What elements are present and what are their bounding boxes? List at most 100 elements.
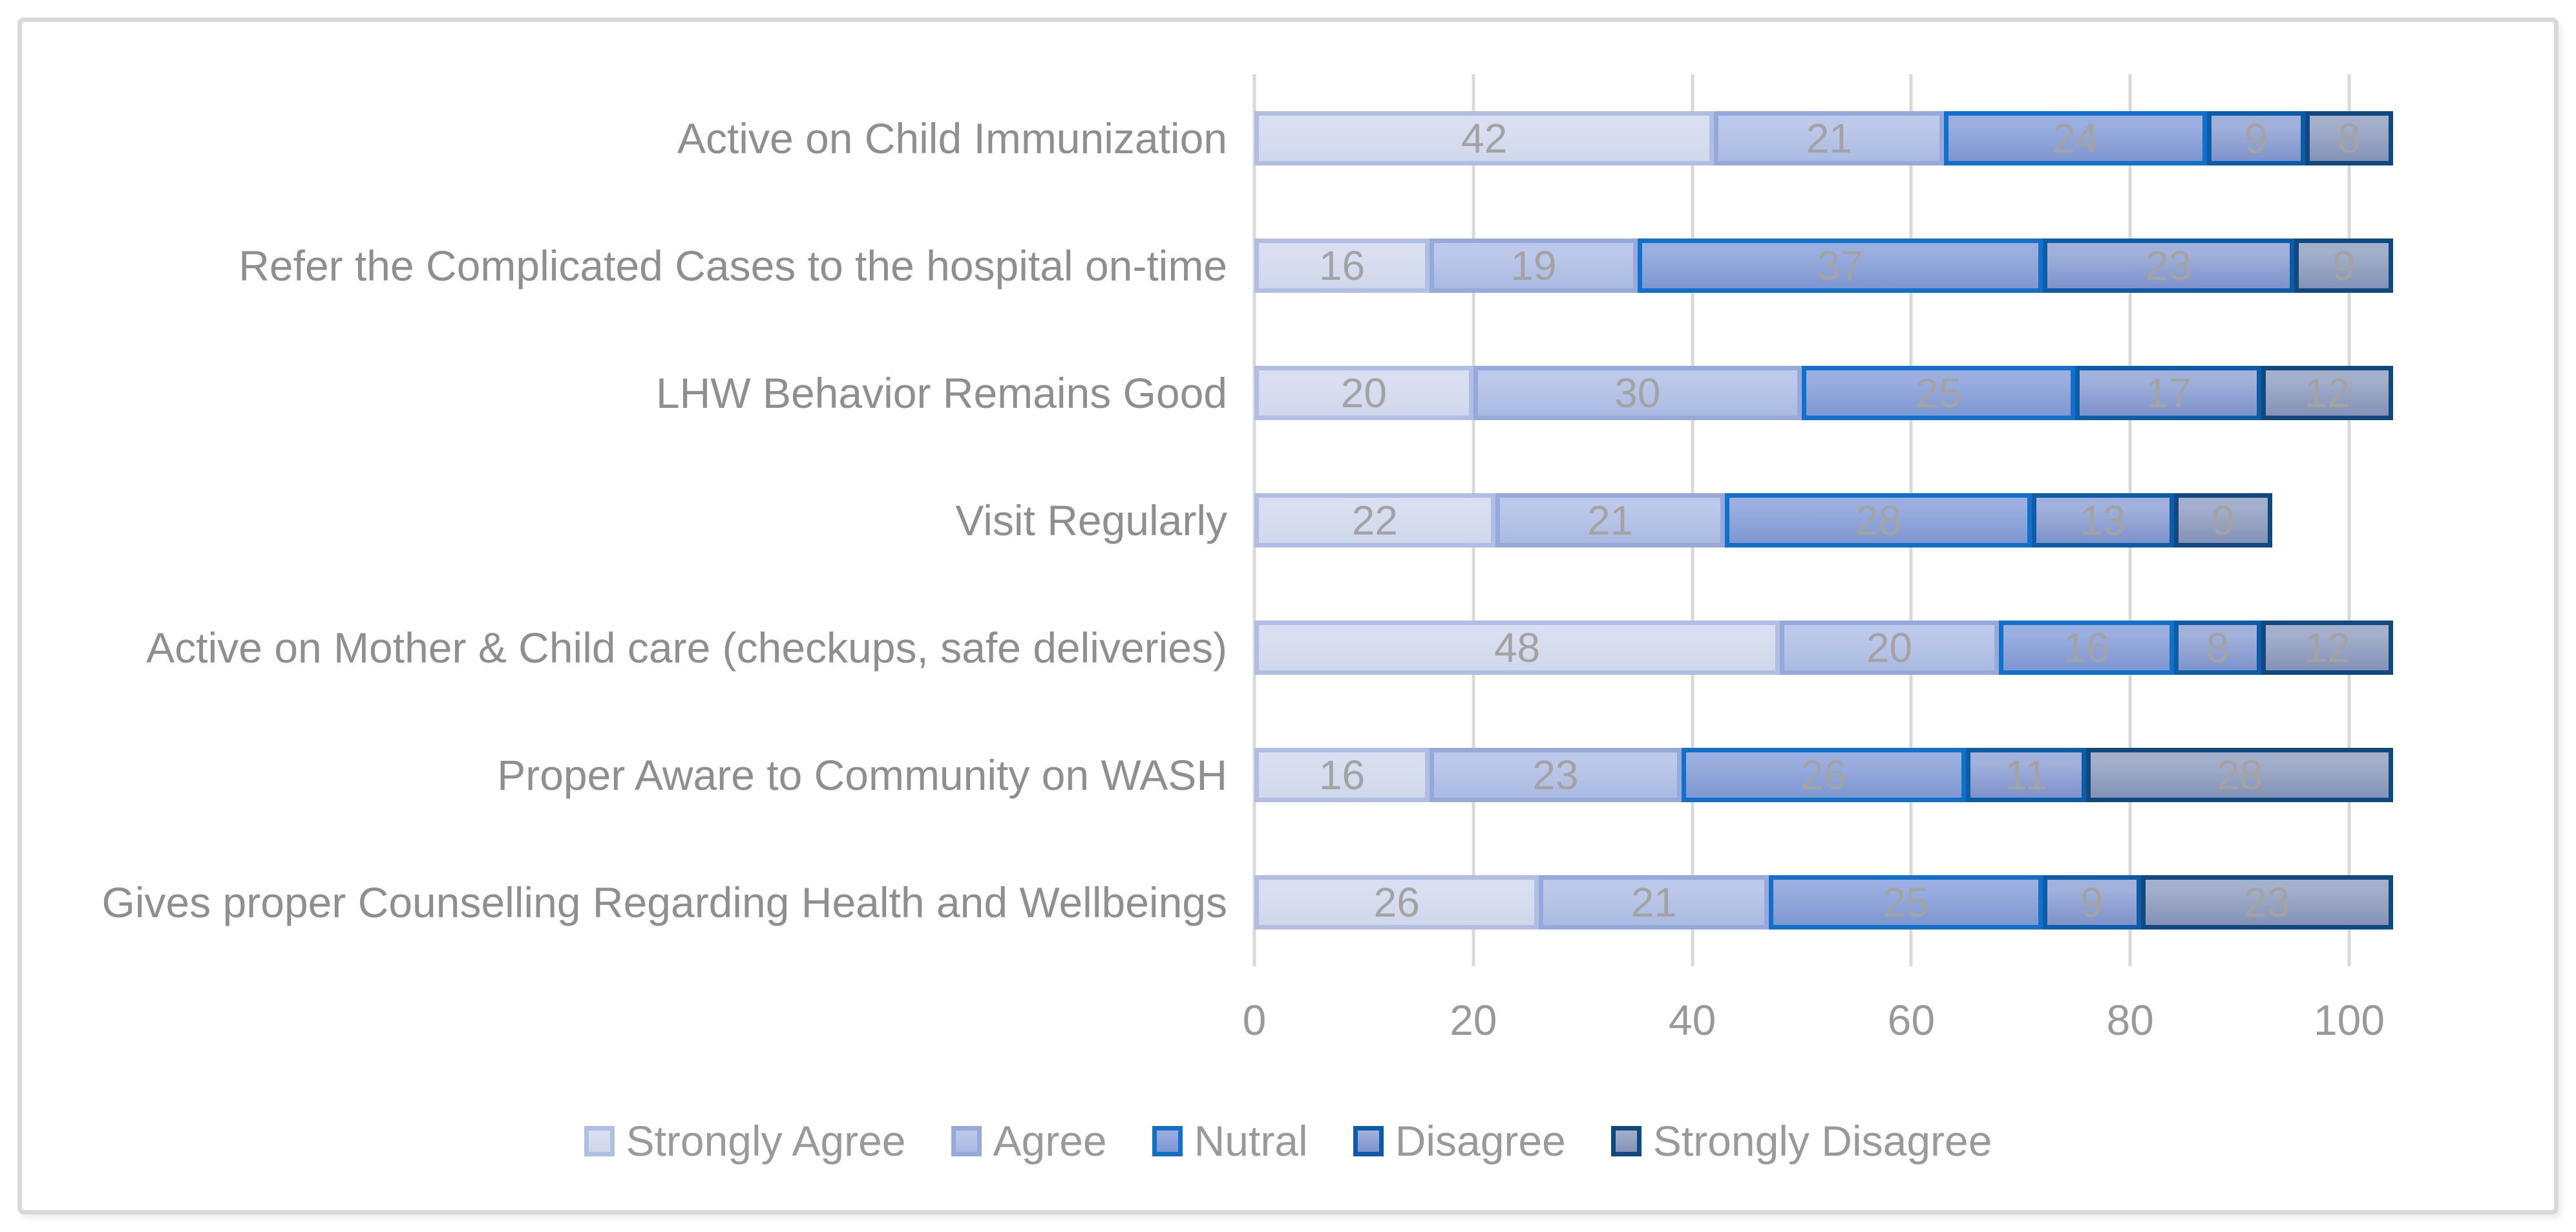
bar-segment: 25 [1769, 875, 2043, 930]
data-label: 16 [1318, 242, 1366, 289]
bar-segment: 23 [2042, 238, 2295, 293]
bar-segment: 13 [2031, 493, 2174, 547]
bar-segment: 11 [1966, 748, 2087, 803]
category-label: Active on Child Immunization [677, 114, 1227, 162]
x-axis-tick-label: 60 [1887, 996, 1936, 1044]
data-label: 11 [2005, 752, 2048, 799]
bar-segment: 42 [1254, 111, 1715, 165]
stacked-bar: 22 21 28 13 9 [1254, 493, 2349, 547]
category-row: Gives proper Counselling Regarding Healt… [102, 839, 2393, 966]
data-label: 9 [2332, 242, 2356, 289]
legend-label: Agree [993, 1117, 1107, 1165]
legend-label: Strongly Agree [626, 1117, 906, 1165]
bar-segment: 20 [1254, 365, 1473, 420]
stacked-bar: 16 19 37 23 9 [1254, 238, 2393, 293]
data-label: 23 [2145, 242, 2192, 289]
stacked-bar: 26 21 25 9 23 [1254, 875, 2393, 930]
x-axis-tick-label: 80 [2106, 996, 2154, 1044]
data-label: 9 [2244, 114, 2268, 162]
x-axis-tick-label: 0 [1242, 996, 1267, 1044]
bar-segment: 28 [1725, 493, 2032, 547]
bar-segment: 12 [2261, 621, 2393, 675]
stacked-bar: 16 23 26 11 28 [1254, 748, 2393, 803]
chart-frame [17, 17, 2559, 1215]
data-label: 19 [1510, 242, 1557, 289]
data-label: 9 [2212, 496, 2235, 544]
bar-segment: 26 [1254, 875, 1539, 930]
category-row: Proper Aware to Community on WASH 16 23 26 1… [497, 712, 2393, 839]
legend-swatch [1152, 1125, 1183, 1156]
gridline [2347, 74, 2351, 966]
legend-swatch [584, 1125, 615, 1156]
stacked-bar: 48 20 16 8 12 [1254, 621, 2393, 675]
data-label: 8 [2206, 624, 2230, 672]
legend-item: Agree [951, 1116, 1107, 1165]
category-label: Refer the Complicated Cases to the hospi… [238, 241, 1227, 290]
data-label: 30 [1614, 369, 1661, 416]
bar-segment: 21 [1539, 875, 1769, 930]
data-label: 20 [1340, 369, 1387, 416]
bar-segment: 8 [2305, 111, 2393, 165]
data-label: 23 [2244, 879, 2290, 926]
data-label: 22 [1351, 496, 1398, 544]
plot-area: Active on Child Immunization 42 21 24 9 8 Refe… [102, 74, 2393, 966]
data-label: 13 [2080, 496, 2126, 544]
legend: Strongly Agree Agree Nutral Disagree Strongl… [0, 1099, 2576, 1183]
category-row: LHW Behavior Remains Good 20 30 25 17 12 [656, 329, 2393, 456]
bar-segment: 30 [1473, 365, 1802, 420]
legend-label: Strongly Disagree [1652, 1117, 1992, 1165]
data-label: 26 [1373, 879, 1420, 926]
x-axis: 0 20 40 60 80 100 [1243, 995, 2385, 1054]
bar-segment: 22 [1254, 493, 1495, 547]
data-label: 21 [1631, 879, 1677, 926]
data-label: 25 [1883, 879, 1929, 926]
data-label: 23 [1532, 752, 1579, 799]
data-label: 21 [1587, 496, 1634, 544]
bar-rows: Active on Child Immunization 42 21 24 9 8 Refe… [102, 74, 2393, 966]
data-label: 16 [1318, 752, 1366, 799]
data-label: 42 [1461, 114, 1508, 162]
bar-segment: 20 [1780, 621, 1999, 675]
category-label: Proper Aware to Community on WASH [497, 751, 1227, 800]
bar-segment: 19 [1430, 238, 1638, 293]
category-row: Visit Regularly 22 21 28 13 9 [955, 456, 2349, 584]
legend-swatch [951, 1125, 982, 1156]
legend-item: Nutral [1152, 1116, 1308, 1165]
data-label: 16 [2063, 624, 2110, 672]
data-label: 9 [2080, 879, 2104, 926]
x-axis-tick-label: 20 [1450, 996, 1497, 1044]
bar-segment: 9 [2042, 875, 2142, 930]
data-label: 37 [1817, 242, 1863, 289]
data-label: 48 [1494, 624, 1541, 672]
x-axis-tick-label: 40 [1668, 996, 1716, 1044]
bar-segment: 16 [1998, 621, 2174, 675]
category-row: Active on Mother & Child care (checkups,… [146, 584, 2393, 712]
legend-label: Nutral [1194, 1117, 1308, 1165]
data-label: 21 [1806, 114, 1852, 162]
bar-segment: 25 [1801, 365, 2076, 420]
data-label: 12 [2304, 624, 2350, 672]
bar-segment: 26 [1681, 748, 1967, 803]
bar-segment: 8 [2173, 621, 2262, 675]
category-label: Active on Mother & Child care (checkups,… [146, 624, 1227, 672]
bar-segment: 24 [1944, 111, 2207, 165]
legend-label: Disagree [1395, 1117, 1566, 1165]
data-label: 25 [1916, 369, 1962, 416]
bar-segment: 16 [1254, 748, 1430, 803]
bar-segment: 17 [2075, 365, 2262, 420]
stacked-bar: 20 30 25 17 12 [1254, 365, 2393, 420]
data-label: 20 [1866, 624, 1913, 672]
bar-segment: 9 [2294, 238, 2393, 293]
legend-swatch [1610, 1125, 1642, 1156]
legend-swatch [1353, 1125, 1384, 1156]
category-label: Gives proper Counselling Regarding Healt… [101, 878, 1227, 927]
category-label: LHW Behavior Remains Good [655, 368, 1227, 417]
legend-item: Strongly Disagree [1610, 1116, 1992, 1165]
data-label: 12 [2304, 369, 2350, 416]
bar-segment: 12 [2261, 365, 2393, 420]
legend-item: Strongly Agree [584, 1116, 906, 1165]
category-label: Visit Regularly [955, 496, 1227, 544]
data-label: 24 [2052, 114, 2099, 162]
data-label: 28 [1855, 496, 1902, 544]
